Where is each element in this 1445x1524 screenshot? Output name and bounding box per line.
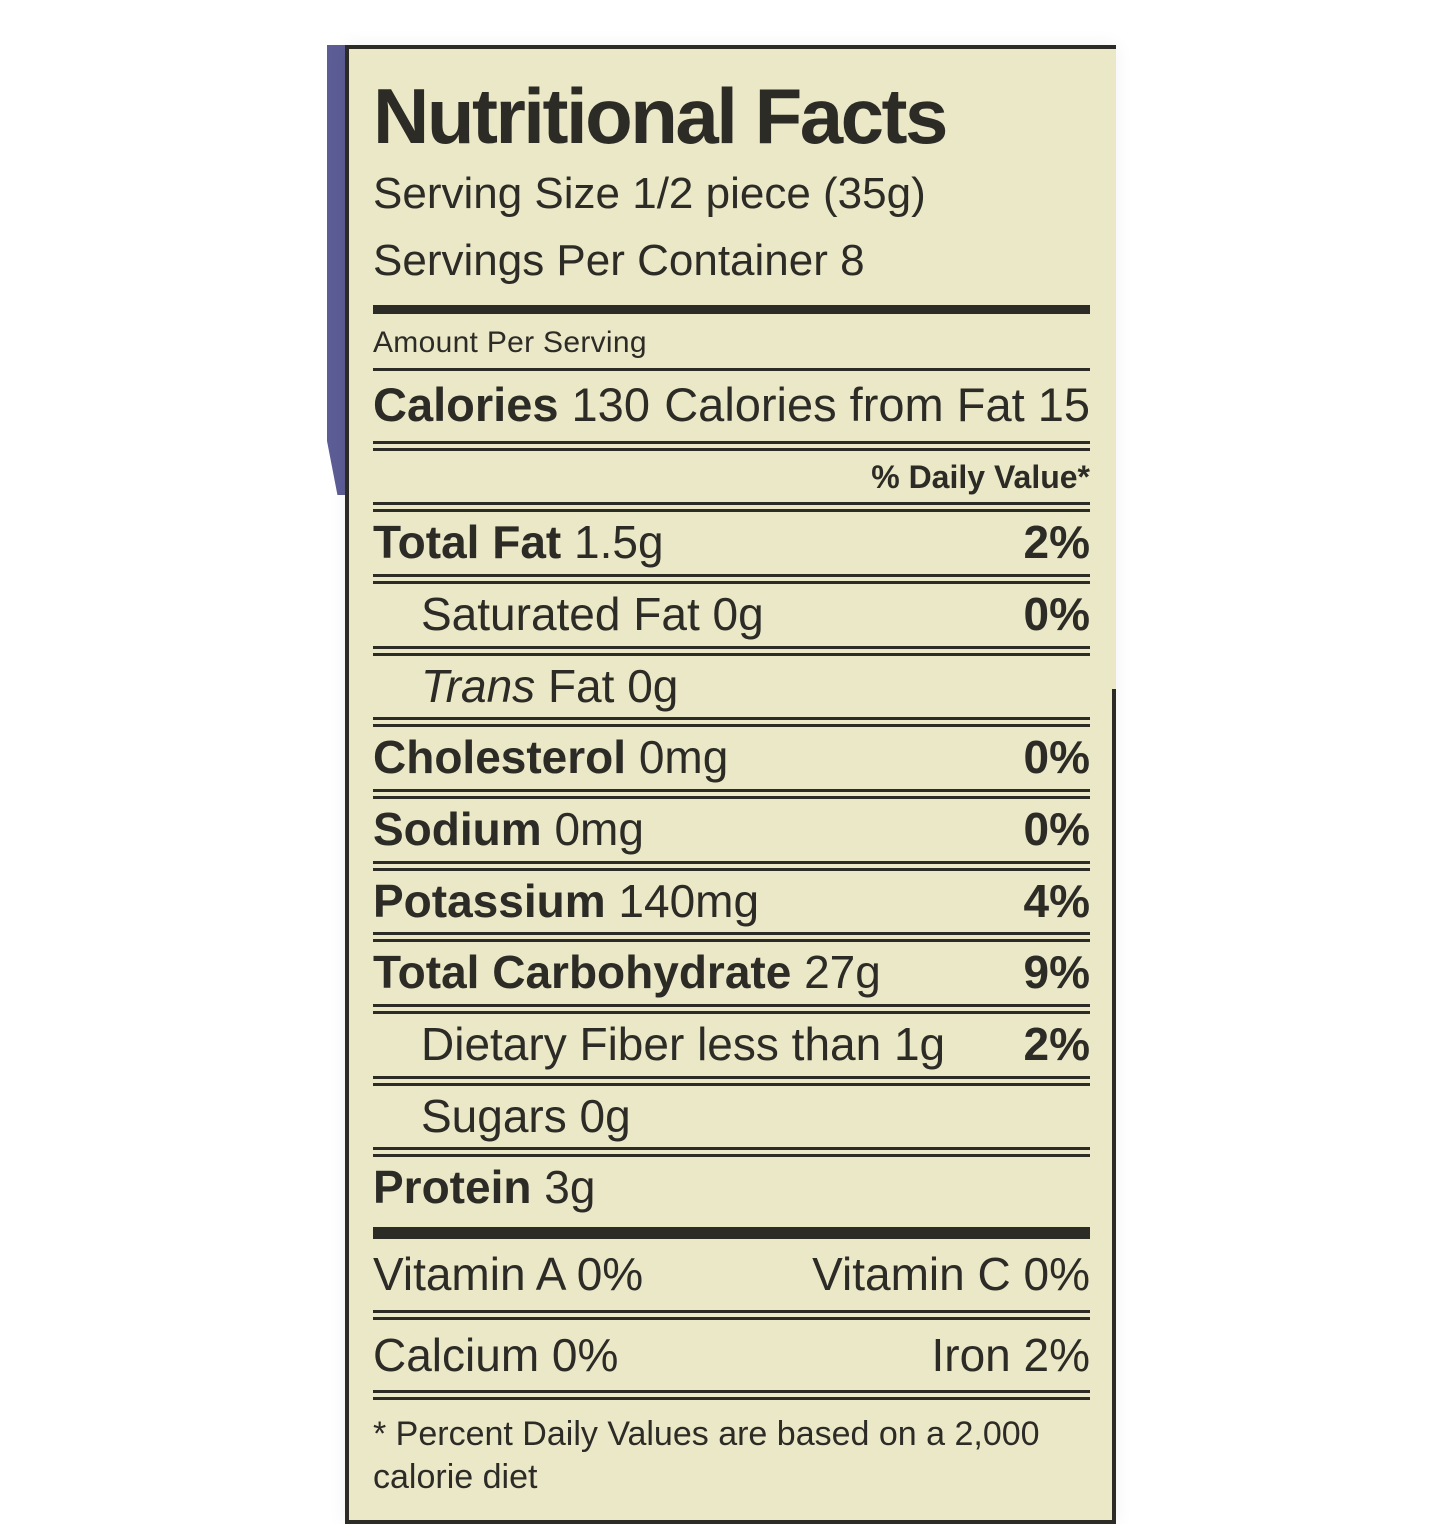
label-right-border bbox=[1112, 689, 1116, 1521]
nutrient-row-saturated-fat: Saturated Fat 0g 0% bbox=[373, 584, 1090, 646]
nutrient-amount: 1.5g bbox=[574, 516, 664, 569]
daily-value: 9% bbox=[1023, 946, 1090, 999]
divider bbox=[373, 1390, 1090, 1401]
nutrient-name: Sugars bbox=[421, 1089, 567, 1142]
divider bbox=[373, 860, 1090, 871]
servings-per-container: Servings Per Container 8 bbox=[373, 236, 865, 286]
daily-value: 0% bbox=[1023, 802, 1090, 855]
divider bbox=[373, 1075, 1090, 1086]
divider bbox=[373, 502, 1090, 513]
divider bbox=[373, 932, 1090, 943]
divider-thick bbox=[373, 1226, 1090, 1239]
nutrient-name: Saturated Fat bbox=[421, 587, 700, 640]
nutrient-name: Cholesterol bbox=[373, 731, 627, 784]
micronutrient-row-vitamins: Vitamin A 0% Vitamin C 0% bbox=[373, 1239, 1090, 1310]
package-edge-strip bbox=[327, 45, 346, 495]
nutrient-amount: less than 1g bbox=[697, 1017, 946, 1070]
nutrient-amount: 0g bbox=[627, 659, 679, 712]
nutrient-amount: 27g bbox=[804, 946, 881, 999]
nutrient-amount: 140mg bbox=[618, 874, 760, 927]
nutrient-row-cholesterol: Cholesterol 0mg 0% bbox=[373, 727, 1090, 789]
divider bbox=[373, 1147, 1090, 1158]
daily-value: 0% bbox=[1023, 731, 1090, 784]
divider bbox=[373, 1309, 1090, 1320]
label-title: Nutritional Facts bbox=[373, 72, 948, 160]
nutrient-amount: 0mg bbox=[554, 802, 644, 855]
calories: Calories 130 bbox=[373, 379, 650, 431]
nutrient-name: Potassium bbox=[373, 874, 606, 927]
nutrient-row-dietary-fiber: Dietary Fiber less than 1g 2% bbox=[373, 1014, 1090, 1076]
divider bbox=[373, 645, 1090, 656]
iron-value: Iron 2% bbox=[931, 1328, 1090, 1381]
calcium-value: Calcium 0% bbox=[373, 1328, 619, 1381]
daily-value-header: % Daily Value* bbox=[871, 459, 1090, 496]
daily-value: 2% bbox=[1023, 516, 1090, 569]
calories-from-fat: Calories from Fat 15 bbox=[664, 378, 1090, 432]
divider bbox=[373, 788, 1090, 799]
nutrient-row-total-fat: Total Fat 1.5g 2% bbox=[373, 512, 1090, 574]
nutrient-row-potassium: Potassium 140mg 4% bbox=[373, 871, 1090, 933]
nutrient-name-italic: Trans bbox=[421, 659, 536, 712]
vitamin-c-value: Vitamin C 0% bbox=[812, 1247, 1090, 1300]
nutrient-name: Total Fat bbox=[373, 516, 562, 569]
nutrient-name: Dietary Fiber bbox=[421, 1017, 685, 1070]
daily-value: 4% bbox=[1023, 874, 1090, 927]
nutrient-amount: 0mg bbox=[638, 731, 729, 784]
vitamin-a-value: Vitamin A 0% bbox=[373, 1247, 644, 1300]
nutrient-name: Total Carbohydrate bbox=[373, 946, 792, 999]
divider bbox=[373, 1003, 1090, 1014]
amount-per-serving: Amount Per Serving bbox=[373, 326, 647, 360]
nutrient-name: Fat bbox=[547, 659, 615, 712]
nutrient-amount: 0g bbox=[579, 1089, 631, 1142]
daily-value: 2% bbox=[1023, 1017, 1090, 1070]
calories-value: 130 bbox=[571, 378, 650, 432]
calories-label: Calories bbox=[373, 378, 559, 432]
nutrient-row-trans-fat: Trans Fat 0g bbox=[373, 656, 1090, 718]
nutrient-amount: 3g bbox=[544, 1161, 596, 1214]
divider bbox=[373, 441, 1090, 452]
serving-size: Serving Size 1/2 piece (35g) bbox=[373, 169, 926, 218]
nutrient-row-sodium: Sodium 0mg 0% bbox=[373, 799, 1090, 861]
nutrition-facts-label: Nutritional Facts Serving Size 1/2 piece… bbox=[345, 45, 1116, 1524]
footnote: * Percent Daily Values are based on a 2,… bbox=[373, 1415, 1040, 1496]
daily-value: 0% bbox=[1023, 587, 1090, 640]
nutrient-row-protein: Protein 3g bbox=[373, 1157, 1090, 1219]
nutrient-row-total-carbohydrate: Total Carbohydrate 27g 9% bbox=[373, 942, 1090, 1004]
nutrient-name: Sodium bbox=[373, 802, 542, 855]
divider bbox=[373, 717, 1090, 728]
nutrient-amount: 0g bbox=[712, 587, 764, 640]
nutrient-row-sugars: Sugars 0g bbox=[373, 1086, 1090, 1148]
divider bbox=[373, 573, 1090, 584]
calories-row: Calories 130 Calories from Fat 15 bbox=[373, 371, 1090, 441]
micronutrient-row-minerals: Calcium 0% Iron 2% bbox=[373, 1320, 1090, 1391]
divider-thick bbox=[373, 305, 1090, 315]
divider bbox=[373, 368, 1090, 372]
nutrient-name: Protein bbox=[373, 1161, 532, 1214]
product-photo-background: Nutritional Facts Serving Size 1/2 piece… bbox=[327, 45, 1116, 1524]
